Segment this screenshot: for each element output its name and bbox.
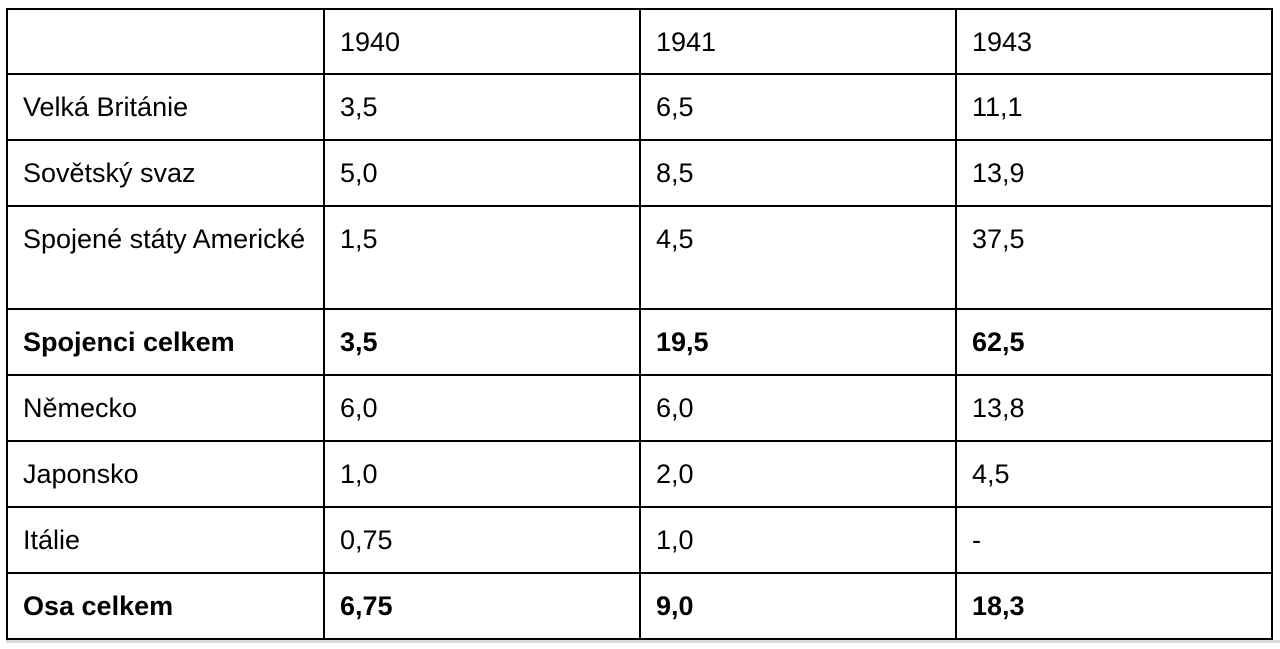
row-label: Sovětský svaz: [6, 139, 325, 207]
row-label: Spojenci celkem: [6, 308, 325, 376]
table-row: Spojené státy Americké 1,5 4,5 37,5: [6, 205, 1273, 310]
header-cell-1941: 1941: [639, 8, 957, 75]
value-cell: 1,5: [323, 205, 641, 310]
table-row: Sovětský svaz 5,0 8,5 13,9: [6, 139, 1273, 207]
value-cell: 8,5: [639, 139, 957, 207]
value-cell: 5,0: [323, 139, 641, 207]
table-row: Velká Británie 3,5 6,5 11,1: [6, 73, 1273, 141]
value-cell: 6,0: [639, 374, 957, 442]
data-table: 1940 1941 1943 Velká Británie 3,5 6,5 11…: [6, 8, 1273, 640]
header-cell-1943: 1943: [955, 8, 1273, 75]
table-header-row: 1940 1941 1943: [6, 8, 1273, 75]
value-cell: 3,5: [323, 73, 641, 141]
value-cell: 13,8: [955, 374, 1273, 442]
row-label: Německo: [6, 374, 325, 442]
value-cell: 4,5: [639, 205, 957, 310]
value-cell: -: [955, 506, 1273, 574]
row-label: Itálie: [6, 506, 325, 574]
row-label: Japonsko: [6, 440, 325, 508]
value-cell: 37,5: [955, 205, 1273, 310]
value-cell: 1,0: [323, 440, 641, 508]
row-label: Spojené státy Americké: [6, 205, 325, 310]
value-cell: 62,5: [955, 308, 1273, 376]
value-cell: 6,0: [323, 374, 641, 442]
value-cell: 9,0: [639, 572, 957, 640]
value-cell: 0,75: [323, 506, 641, 574]
row-label: Velká Británie: [6, 73, 325, 141]
value-cell: 2,0: [639, 440, 957, 508]
value-cell: 13,9: [955, 139, 1273, 207]
table-row: Itálie 0,75 1,0 -: [6, 506, 1273, 574]
value-cell: 6,75: [323, 572, 641, 640]
table-row: Německo 6,0 6,0 13,8: [6, 374, 1273, 442]
value-cell: 3,5: [323, 308, 641, 376]
value-cell: 18,3: [955, 572, 1273, 640]
row-label: Osa celkem: [6, 572, 325, 640]
value-cell: 1,0: [639, 506, 957, 574]
page-bottom-edge: [6, 640, 1280, 643]
value-cell: 19,5: [639, 308, 957, 376]
value-cell: 6,5: [639, 73, 957, 141]
header-cell-1940: 1940: [323, 8, 641, 75]
table-row-total-axis: Osa celkem 6,75 9,0 18,3: [6, 572, 1273, 640]
table-row: Japonsko 1,0 2,0 4,5: [6, 440, 1273, 508]
table-row-total-allies: Spojenci celkem 3,5 19,5 62,5: [6, 308, 1273, 376]
value-cell: 4,5: [955, 440, 1273, 508]
value-cell: 11,1: [955, 73, 1273, 141]
header-cell-empty: [6, 8, 325, 75]
